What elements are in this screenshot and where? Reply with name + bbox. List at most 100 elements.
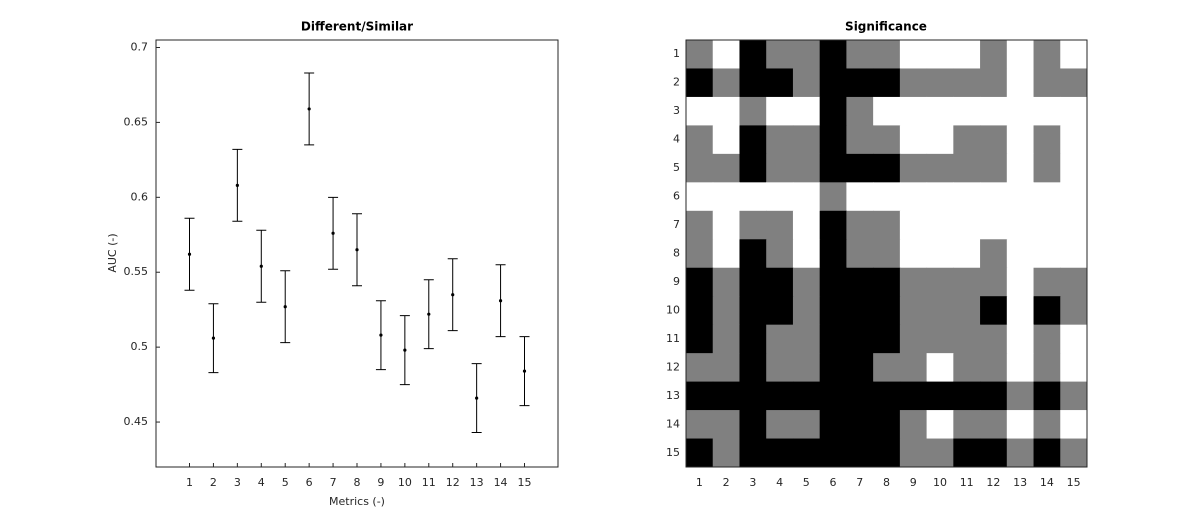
y-axis-label: AUC (-) <box>106 233 119 272</box>
heatmap-cell <box>712 210 740 240</box>
heatmap-cell <box>739 210 767 240</box>
y-tick-label: 10 <box>666 303 680 316</box>
heatmap-cell <box>953 296 981 326</box>
heatmap-cell <box>980 68 1008 98</box>
x-tick-label: 13 <box>1013 476 1027 489</box>
heatmap-cell <box>873 324 901 354</box>
heatmap-cell <box>980 210 1008 240</box>
heatmap-cell <box>899 296 928 326</box>
heatmap-cell <box>846 353 874 383</box>
heatmap-cell <box>792 40 821 69</box>
heatmap-cell <box>953 153 981 183</box>
heatmap-cell <box>1006 438 1035 468</box>
heatmap-cell <box>980 381 1008 411</box>
x-tick-label: 14 <box>1040 476 1054 489</box>
heatmap-cell <box>846 239 874 269</box>
heatmap-cell <box>873 153 901 183</box>
chart-title: Different/Similar <box>301 20 413 34</box>
heatmap-cell <box>980 182 1008 212</box>
heatmap-cell <box>712 296 740 326</box>
heatmap-cell <box>739 153 767 183</box>
heatmap-cell <box>926 353 954 383</box>
heatmap-cell <box>712 40 740 69</box>
heatmap-cell <box>1006 410 1035 440</box>
heatmap-cell <box>766 96 794 126</box>
x-tick-label: 5 <box>282 476 289 489</box>
heatmap-cell <box>953 239 981 269</box>
heatmap-cell <box>792 182 821 212</box>
heatmap-cell <box>926 324 954 354</box>
x-tick-label: 8 <box>354 476 361 489</box>
heatmap-cell <box>926 40 954 69</box>
heatmap-cell <box>1033 153 1061 183</box>
heatmap-cell <box>819 125 847 155</box>
heatmap-cell <box>1006 96 1035 126</box>
heatmap-cell <box>686 182 714 212</box>
data-point <box>259 264 263 268</box>
x-tick-label: 1 <box>186 476 193 489</box>
heatmap-cell <box>819 210 847 240</box>
heatmap-cell <box>1060 438 1088 468</box>
heatmap-cell <box>1033 438 1061 468</box>
x-tick-label: 15 <box>1067 476 1081 489</box>
x-tick-label: 1 <box>696 476 703 489</box>
heatmap-cell <box>980 96 1008 126</box>
heatmap-cell <box>899 96 928 126</box>
heatmap-cell <box>1006 267 1035 297</box>
heatmap-cell <box>953 210 981 240</box>
x-tick-label: 7 <box>330 476 337 489</box>
heatmap-cell <box>1060 324 1088 354</box>
heatmap-cell <box>980 410 1008 440</box>
heatmap-cell <box>873 182 901 212</box>
y-tick-label: 1 <box>673 47 680 60</box>
heatmap-cell <box>1006 182 1035 212</box>
heatmap-cell <box>739 96 767 126</box>
heatmap-cell <box>873 381 901 411</box>
heatmap-cell <box>873 40 901 69</box>
heatmap-cell <box>1033 96 1061 126</box>
y-tick-label: 14 <box>666 417 680 430</box>
heatmap-cell <box>1060 182 1088 212</box>
heatmap-cell <box>792 267 821 297</box>
y-tick-label: 9 <box>673 275 680 288</box>
heatmap-cell <box>766 381 794 411</box>
heatmap-cell <box>899 239 928 269</box>
heatmap-cell <box>686 324 714 354</box>
heatmap-cell <box>926 239 954 269</box>
heatmap-cell <box>1033 410 1061 440</box>
y-tick-label: 5 <box>673 161 680 174</box>
x-tick-label: 14 <box>494 476 508 489</box>
heatmap-cell <box>899 410 928 440</box>
data-point <box>211 336 216 340</box>
heatmap-cell <box>1060 239 1088 269</box>
x-tick-label: 12 <box>446 476 460 489</box>
heatmap-cell <box>846 96 874 126</box>
heatmap-cell <box>846 296 874 326</box>
heatmap-cell <box>739 68 767 98</box>
heatmap-cell <box>926 125 954 155</box>
heatmap-cell <box>1060 153 1088 183</box>
heatmap-cell <box>846 68 874 98</box>
heatmap-cell <box>980 125 1008 155</box>
heatmap-cell <box>739 267 767 297</box>
heatmap-cell <box>686 410 714 440</box>
heatmap-cell <box>1006 353 1035 383</box>
heatmap-cell <box>1060 68 1088 98</box>
heatmap-cell <box>873 210 901 240</box>
heatmap-cell <box>739 182 767 212</box>
heatmap-cell <box>739 125 767 155</box>
x-tick-label: 12 <box>986 476 1000 489</box>
y-tick-label: 12 <box>666 360 680 373</box>
heatmap-cell <box>819 182 847 212</box>
heatmap-cell <box>899 125 928 155</box>
heatmap-cell <box>899 353 928 383</box>
heatmap-cell <box>1033 68 1061 98</box>
heatmap-cell <box>819 96 847 126</box>
data-point <box>451 293 455 297</box>
x-tick-label: 3 <box>749 476 756 489</box>
heatmap-cell <box>766 353 794 383</box>
heatmap-cell <box>792 381 821 411</box>
heatmap-cell <box>899 210 928 240</box>
heatmap-cell <box>953 96 981 126</box>
